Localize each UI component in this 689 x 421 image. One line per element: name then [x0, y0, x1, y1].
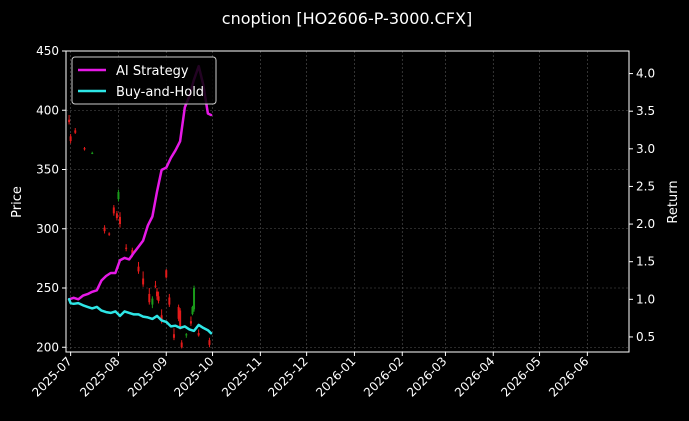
- candle: [125, 244, 128, 252]
- candle-body: [148, 293, 151, 303]
- candle-body: [117, 192, 120, 200]
- candle: [112, 205, 115, 216]
- candle: [179, 308, 182, 330]
- y-tick-label-right: 1.5: [636, 255, 655, 269]
- y-tick-label-right: 0.5: [636, 330, 655, 344]
- candle: [168, 293, 171, 307]
- y-tick-label-left: 200: [36, 340, 59, 354]
- candle: [91, 151, 94, 155]
- y-axis-left: 200 250 300 350 400 450: [36, 44, 66, 354]
- y-axis-right: 0.5 1.0 1.5 2.0 2.5 3.0 3.5 4.0: [629, 67, 655, 344]
- candle-body: [118, 216, 121, 225]
- candle-body: [142, 278, 145, 285]
- candle: [208, 337, 211, 348]
- candle-body: [154, 285, 157, 287]
- y-tick-label-left: 250: [36, 281, 59, 295]
- y-axis-label-right: Return: [666, 180, 681, 223]
- candle-body: [157, 296, 160, 302]
- legend-box: [71, 56, 217, 105]
- y-tick-label-right: 3.0: [636, 142, 655, 156]
- candle-body: [131, 250, 134, 255]
- candle: [191, 305, 194, 316]
- candle: [177, 304, 180, 322]
- y-tick-label-left: 400: [36, 103, 59, 117]
- candle-body: [151, 298, 154, 305]
- candle: [151, 296, 154, 309]
- candle-body: [68, 119, 71, 123]
- candle-body: [137, 266, 140, 272]
- candle-body: [179, 310, 182, 328]
- candle: [193, 285, 196, 312]
- candle: [185, 333, 188, 338]
- candle: [68, 114, 71, 125]
- candle-body: [69, 136, 72, 142]
- legend-label-buy-and-hold: Buy-and-Hold: [116, 85, 204, 100]
- candle-body: [103, 227, 106, 232]
- y-axis-label-left: Price: [10, 186, 25, 218]
- candle-body: [208, 340, 211, 345]
- candle: [157, 291, 160, 304]
- y-tick-label-right: 1.0: [636, 292, 655, 306]
- candle-body: [180, 342, 183, 348]
- candle: [172, 328, 175, 341]
- candle: [69, 133, 72, 144]
- candle-body: [115, 213, 118, 219]
- candle: [118, 212, 121, 228]
- candle: [83, 146, 86, 151]
- candle-body: [193, 288, 196, 310]
- candle-body: [189, 321, 192, 324]
- candle: [154, 280, 157, 289]
- candle-body: [185, 334, 188, 336]
- candle: [117, 189, 120, 202]
- plot-frame: [65, 50, 630, 353]
- y-tick-label-right: 2.5: [636, 179, 655, 193]
- candle: [197, 329, 200, 337]
- y-tick-label-right: 4.0: [636, 67, 655, 81]
- candle-body: [91, 152, 94, 154]
- candle: [115, 210, 118, 221]
- candle-body: [177, 306, 180, 319]
- candle: [189, 316, 192, 326]
- candle-body: [160, 315, 163, 322]
- y-tick-label-left: 300: [36, 222, 59, 236]
- candle-body: [74, 130, 77, 133]
- candle-body: [191, 306, 194, 315]
- candles: [68, 114, 211, 349]
- candle: [148, 288, 151, 305]
- y-tick-label-right: 3.5: [636, 104, 655, 118]
- candle-body: [112, 207, 115, 214]
- candle-body: [108, 233, 111, 235]
- candle: [74, 128, 77, 134]
- y-tick-label-left: 450: [36, 44, 59, 58]
- candle-body: [168, 297, 171, 305]
- chart-title: cnoption [HO2606-P-3000.CFX]: [222, 9, 472, 28]
- candle-body: [165, 270, 168, 278]
- candle-body: [172, 334, 175, 338]
- candle: [165, 269, 168, 279]
- candle-body: [197, 333, 200, 336]
- candle: [103, 225, 106, 234]
- legend-label-ai-strategy: AI Strategy: [116, 64, 189, 79]
- candle: [108, 232, 111, 236]
- y-tick-label-right: 2.0: [636, 217, 655, 231]
- candle-body: [156, 291, 159, 297]
- series-line-buy-and-hold: [67, 298, 213, 335]
- legend: AI Strategy Buy-and-Hold: [71, 56, 217, 105]
- candle: [137, 261, 140, 274]
- candle: [142, 271, 145, 287]
- candle: [156, 288, 159, 300]
- candle-body: [83, 148, 86, 150]
- candle: [180, 340, 183, 349]
- candle-body: [125, 247, 128, 249]
- y-tick-label-left: 350: [36, 163, 59, 177]
